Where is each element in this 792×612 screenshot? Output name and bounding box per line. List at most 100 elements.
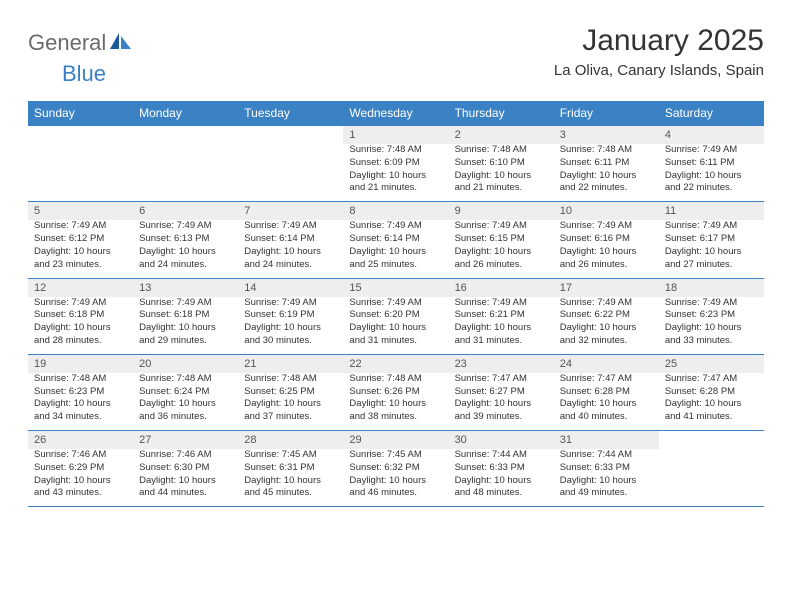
page-title: January 2025	[554, 24, 764, 58]
day-number-cell: 23	[449, 354, 554, 373]
daylight-text-1: Daylight: 10 hours	[34, 475, 127, 488]
day-details: Sunrise: 7:49 AMSunset: 6:14 PMDaylight:…	[244, 220, 337, 271]
sunset-text: Sunset: 6:32 PM	[349, 462, 442, 475]
daylight-text-2: and 46 minutes.	[349, 487, 442, 500]
logo: General	[28, 30, 134, 56]
day-details: Sunrise: 7:49 AMSunset: 6:16 PMDaylight:…	[560, 220, 653, 271]
sunset-text: Sunset: 6:21 PM	[455, 309, 548, 322]
day-details: Sunrise: 7:44 AMSunset: 6:33 PMDaylight:…	[455, 449, 548, 500]
day-details: Sunrise: 7:44 AMSunset: 6:33 PMDaylight:…	[560, 449, 653, 500]
day-number-cell	[238, 126, 343, 145]
daylight-text-1: Daylight: 10 hours	[560, 475, 653, 488]
day-header: Friday	[554, 101, 659, 126]
daylight-text-2: and 31 minutes.	[349, 335, 442, 348]
daylight-text-1: Daylight: 10 hours	[244, 398, 337, 411]
sunrise-text: Sunrise: 7:49 AM	[139, 220, 232, 233]
sunrise-text: Sunrise: 7:49 AM	[455, 220, 548, 233]
daynum-row: 567891011	[28, 202, 764, 221]
sunset-text: Sunset: 6:10 PM	[455, 157, 548, 170]
daylight-text-2: and 28 minutes.	[34, 335, 127, 348]
day-cell: Sunrise: 7:49 AMSunset: 6:12 PMDaylight:…	[28, 220, 133, 278]
day-header: Thursday	[449, 101, 554, 126]
sunset-text: Sunset: 6:19 PM	[244, 309, 337, 322]
daylight-text-1: Daylight: 10 hours	[560, 170, 653, 183]
day-number-cell: 2	[449, 126, 554, 145]
day-number-cell: 3	[554, 126, 659, 145]
sunrise-text: Sunrise: 7:48 AM	[455, 144, 548, 157]
sunrise-text: Sunrise: 7:48 AM	[244, 373, 337, 386]
day-number-cell: 12	[28, 278, 133, 297]
calendar-row: Sunrise: 7:49 AMSunset: 6:12 PMDaylight:…	[28, 220, 764, 278]
day-details: Sunrise: 7:49 AMSunset: 6:17 PMDaylight:…	[665, 220, 758, 271]
daylight-text-2: and 30 minutes.	[244, 335, 337, 348]
sunset-text: Sunset: 6:14 PM	[349, 233, 442, 246]
sunset-text: Sunset: 6:16 PM	[560, 233, 653, 246]
logo-sail-icon	[110, 32, 132, 55]
sunset-text: Sunset: 6:13 PM	[139, 233, 232, 246]
day-number-cell	[659, 431, 764, 450]
day-cell: Sunrise: 7:49 AMSunset: 6:23 PMDaylight:…	[659, 297, 764, 355]
daynum-row: 12131415161718	[28, 278, 764, 297]
day-number-cell: 21	[238, 354, 343, 373]
day-details: Sunrise: 7:49 AMSunset: 6:21 PMDaylight:…	[455, 297, 548, 348]
day-number-cell: 22	[343, 354, 448, 373]
sunset-text: Sunset: 6:27 PM	[455, 386, 548, 399]
daylight-text-2: and 24 minutes.	[244, 259, 337, 272]
day-details: Sunrise: 7:46 AMSunset: 6:30 PMDaylight:…	[139, 449, 232, 500]
day-header: Wednesday	[343, 101, 448, 126]
day-cell	[238, 144, 343, 202]
sunrise-text: Sunrise: 7:48 AM	[139, 373, 232, 386]
location-text: La Oliva, Canary Islands, Spain	[554, 62, 764, 79]
day-details: Sunrise: 7:48 AMSunset: 6:09 PMDaylight:…	[349, 144, 442, 195]
daylight-text-1: Daylight: 10 hours	[349, 475, 442, 488]
daylight-text-1: Daylight: 10 hours	[244, 322, 337, 335]
sunrise-text: Sunrise: 7:49 AM	[665, 144, 758, 157]
day-number-cell: 30	[449, 431, 554, 450]
day-details: Sunrise: 7:49 AMSunset: 6:18 PMDaylight:…	[34, 297, 127, 348]
day-cell: Sunrise: 7:49 AMSunset: 6:22 PMDaylight:…	[554, 297, 659, 355]
day-cell: Sunrise: 7:48 AMSunset: 6:23 PMDaylight:…	[28, 373, 133, 431]
sunset-text: Sunset: 6:30 PM	[139, 462, 232, 475]
daylight-text-2: and 44 minutes.	[139, 487, 232, 500]
day-cell: Sunrise: 7:47 AMSunset: 6:28 PMDaylight:…	[659, 373, 764, 431]
sunset-text: Sunset: 6:23 PM	[665, 309, 758, 322]
daylight-text-2: and 26 minutes.	[560, 259, 653, 272]
daylight-text-1: Daylight: 10 hours	[139, 398, 232, 411]
day-number-cell: 31	[554, 431, 659, 450]
daylight-text-1: Daylight: 10 hours	[139, 475, 232, 488]
day-cell: Sunrise: 7:49 AMSunset: 6:16 PMDaylight:…	[554, 220, 659, 278]
day-number-cell: 20	[133, 354, 238, 373]
daylight-text-1: Daylight: 10 hours	[34, 322, 127, 335]
day-cell: Sunrise: 7:49 AMSunset: 6:21 PMDaylight:…	[449, 297, 554, 355]
daylight-text-1: Daylight: 10 hours	[244, 246, 337, 259]
sunset-text: Sunset: 6:33 PM	[560, 462, 653, 475]
daylight-text-2: and 37 minutes.	[244, 411, 337, 424]
day-cell: Sunrise: 7:44 AMSunset: 6:33 PMDaylight:…	[554, 449, 659, 507]
sunrise-text: Sunrise: 7:49 AM	[560, 220, 653, 233]
daylight-text-2: and 41 minutes.	[665, 411, 758, 424]
daylight-text-1: Daylight: 10 hours	[665, 170, 758, 183]
daylight-text-1: Daylight: 10 hours	[455, 170, 548, 183]
daylight-text-2: and 29 minutes.	[139, 335, 232, 348]
daylight-text-1: Daylight: 10 hours	[665, 246, 758, 259]
calendar-page: General January 2025 La Oliva, Canary Is…	[0, 0, 792, 531]
daylight-text-2: and 43 minutes.	[34, 487, 127, 500]
daylight-text-1: Daylight: 10 hours	[349, 246, 442, 259]
logo-word1: General	[28, 30, 106, 56]
day-number-cell: 19	[28, 354, 133, 373]
sunset-text: Sunset: 6:28 PM	[665, 386, 758, 399]
sunrise-text: Sunrise: 7:44 AM	[455, 449, 548, 462]
sunset-text: Sunset: 6:26 PM	[349, 386, 442, 399]
sunrise-text: Sunrise: 7:49 AM	[244, 297, 337, 310]
calendar-table: Sunday Monday Tuesday Wednesday Thursday…	[28, 101, 764, 507]
daylight-text-1: Daylight: 10 hours	[560, 398, 653, 411]
day-details: Sunrise: 7:49 AMSunset: 6:15 PMDaylight:…	[455, 220, 548, 271]
day-cell: Sunrise: 7:49 AMSunset: 6:15 PMDaylight:…	[449, 220, 554, 278]
daylight-text-2: and 25 minutes.	[349, 259, 442, 272]
day-cell: Sunrise: 7:49 AMSunset: 6:14 PMDaylight:…	[238, 220, 343, 278]
daylight-text-1: Daylight: 10 hours	[665, 322, 758, 335]
daylight-text-2: and 24 minutes.	[139, 259, 232, 272]
sunrise-text: Sunrise: 7:47 AM	[665, 373, 758, 386]
daylight-text-2: and 21 minutes.	[455, 182, 548, 195]
day-cell	[133, 144, 238, 202]
